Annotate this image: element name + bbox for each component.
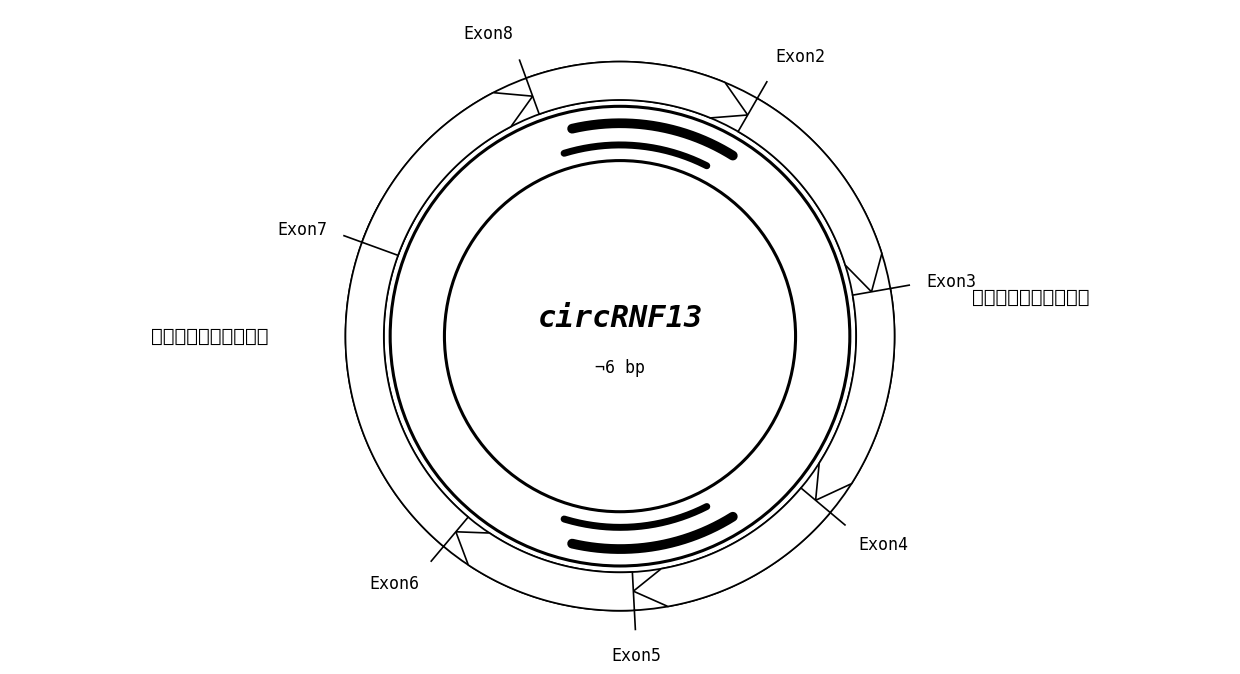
Polygon shape (634, 488, 831, 607)
Text: ¬6 bp: ¬6 bp (595, 359, 645, 377)
Text: 第二次测序证实的序列: 第二次测序证实的序列 (151, 327, 268, 346)
Text: Exon4: Exon4 (858, 537, 909, 555)
Text: 第一次测序证实的序列: 第一次测序证实的序列 (972, 288, 1089, 307)
Polygon shape (391, 106, 849, 566)
Text: Exon3: Exon3 (926, 273, 977, 291)
Text: Exon2: Exon2 (776, 49, 826, 66)
Polygon shape (346, 61, 894, 611)
Polygon shape (346, 172, 469, 547)
Polygon shape (456, 532, 635, 611)
Text: circRNF13: circRNF13 (537, 304, 703, 333)
Polygon shape (738, 98, 882, 292)
Text: Exon6: Exon6 (370, 575, 419, 593)
Text: Exon7: Exon7 (278, 220, 327, 239)
Text: Exon8: Exon8 (464, 26, 513, 43)
Polygon shape (816, 288, 894, 500)
Polygon shape (362, 92, 533, 255)
Polygon shape (526, 61, 748, 118)
Text: Exon5: Exon5 (611, 647, 661, 665)
